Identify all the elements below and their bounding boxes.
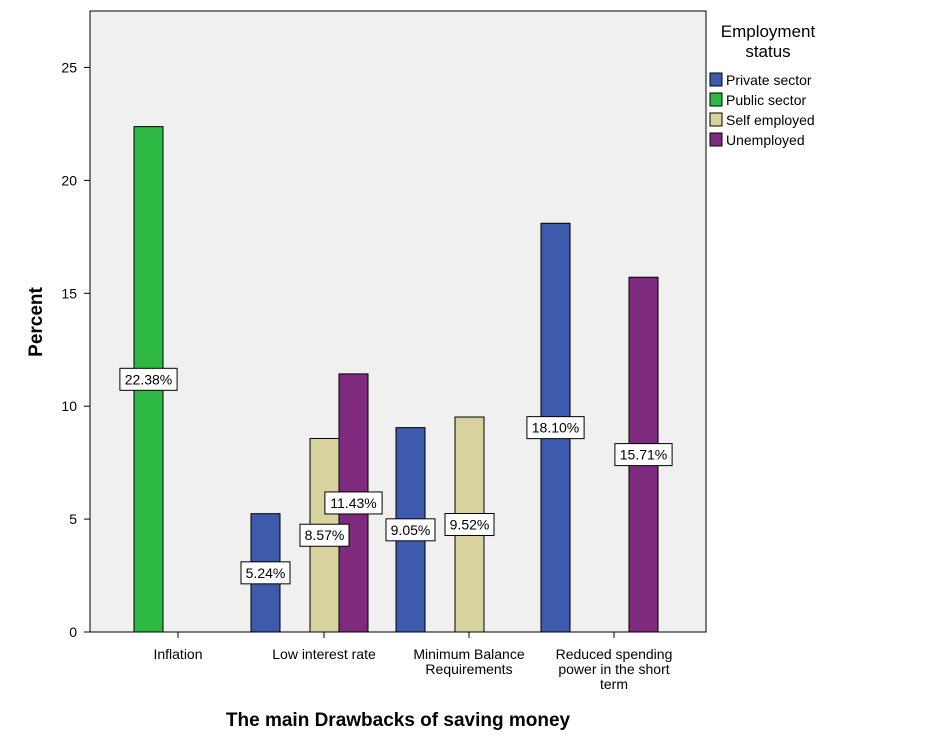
data-label-box [444,513,495,537]
data-label: 15.71% [620,447,667,463]
y-axis: 0 5 10 15 20 25 [61,59,90,640]
data-label: 9.05% [391,522,431,538]
x-tick-label: term [600,676,628,692]
legend-title: Employment [721,22,816,41]
data-label-box [614,443,673,467]
legend-swatch [709,132,723,147]
y-tick-label: 25 [61,59,77,75]
data-label: 9.52% [450,517,490,533]
data-label: 8.57% [305,527,345,543]
data-label-box [240,561,291,585]
data-labels: 5.24% 9.05% 18.10% 22.38% 8.57% 9.52% 11.43% 15… [119,367,673,585]
legend-title: status [745,42,790,61]
data-label-box [119,367,178,391]
data-label: 11.43% [330,495,376,511]
data-label: 18.10% [532,420,579,436]
data-label-box [526,416,585,440]
y-tick-label: 15 [61,285,77,301]
y-tick-label: 20 [61,172,77,188]
data-label-box [385,518,436,542]
x-tick-label: power in the short [558,661,669,677]
legend-label: Public sector [726,92,806,108]
data-label: 22.38% [125,371,172,387]
x-tick-label: Low interest rate [272,646,376,662]
x-tick-label: Reduced spending [556,646,673,662]
data-label-box [324,491,383,515]
y-tick-label: 10 [61,398,77,414]
x-axis: Inflation Low interest rate Minimum Balanc… [153,632,672,692]
legend-swatch [709,72,723,87]
y-tick-label: 5 [69,511,77,527]
legend-label: Self employed [726,112,815,128]
legend-label: Unemployed [726,132,805,148]
y-tick-label: 0 [69,624,77,640]
x-axis-title: The main Drawbacks of saving money [226,710,571,731]
data-label-box [299,523,350,547]
data-label: 5.24% [246,565,286,581]
x-tick-label: Minimum Balance [413,646,524,662]
legend-swatch [709,92,723,107]
legend-swatch [709,112,723,127]
legend-label: Private sector [726,72,812,88]
y-axis-title: Percent [26,286,47,356]
x-tick-label: Inflation [153,646,202,662]
x-tick-label: Requirements [425,661,512,677]
